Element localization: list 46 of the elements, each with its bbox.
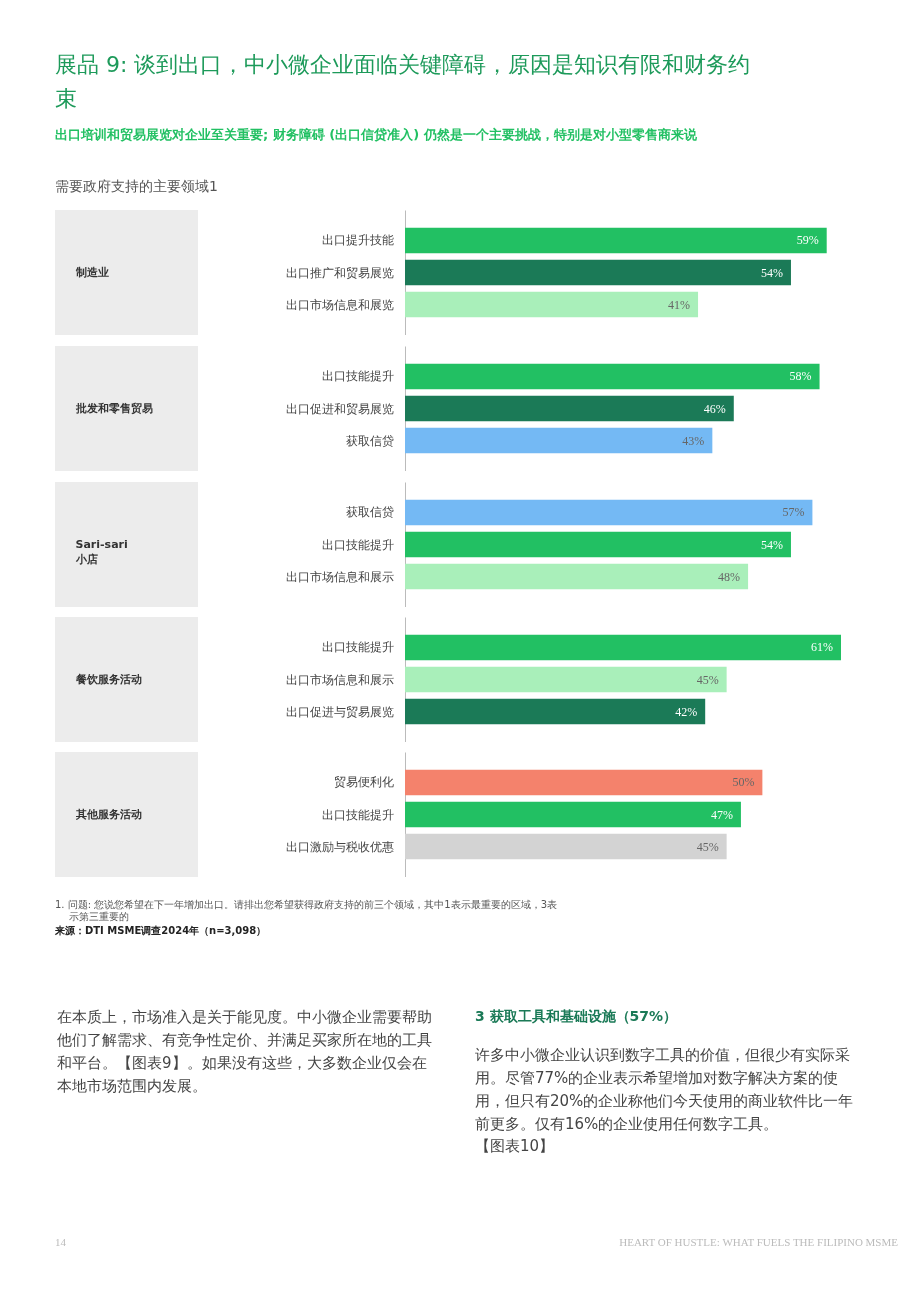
data-label: 54% — [760, 537, 783, 552]
y-tick-label: 出口技能提升 — [321, 640, 394, 655]
y-tick-label: 出口技能提升 — [321, 537, 394, 552]
y-tick-label: 出口市场信息和展示 — [285, 672, 394, 687]
y-axis-title: 其他服务活动 — [74, 807, 142, 821]
y-tick-label: 贸易便利化 — [333, 775, 394, 790]
text: 【图表10】 — [475, 1137, 556, 1156]
data-label: 43% — [682, 433, 705, 448]
data-label: 54% — [760, 265, 783, 280]
data-label: 48% — [718, 569, 741, 584]
text: 14 — [55, 1236, 67, 1248]
data-label: 41% — [668, 297, 691, 312]
text: 1. 问题: 您说您希望在下一年增加出口。请排出您希望获得政府支持的前三个领域，其中1表示最重要的区域，3表示第三重要的 — [55, 899, 558, 923]
text: 展品 9: 谈到出口，中小微企业面临关键障碍，原因是知识有限和财务约束 — [55, 51, 752, 113]
text: HEART OF HUSTLE: WHAT FUELS THE FILIPINO MSME — [618, 1236, 898, 1248]
y-tick-label: 出口推广和贸易展览 — [285, 265, 394, 280]
text: 需要政府支持的主要领域1 — [55, 178, 219, 196]
y-tick-label: 出口促进和贸易展览 — [285, 401, 394, 416]
y-tick-label: 获取信贷 — [345, 505, 394, 520]
y-tick-label: 出口技能提升 — [321, 369, 394, 384]
y-tick-label: 出口激励与税收优惠 — [285, 839, 394, 854]
text: 3 获取工具和基础设施（57%） — [475, 1008, 679, 1026]
data-label: 46% — [703, 401, 726, 416]
y-tick-label: 出口市场信息和展示 — [285, 569, 394, 584]
data-label: 61% — [811, 640, 833, 655]
text: 在本质上，市场准入是关于能见度。中小微企业需要帮助他们了解需求、有竞争性定价、并满足买家所在地的工具和平台。【图表9】。如果没有这些，大多数企业仅会在本地市场范围内发展。 — [57, 1007, 433, 1097]
y-axis-title: 餐饮服务活动 — [74, 672, 142, 686]
text: 出口培训和贸易展览对企业至关重要; 财务障碍 (出口信贷准入) 仍然是一个主要挑战，特别是对小型零售商来说 — [55, 126, 698, 144]
y-tick-label: 出口促进与贸易展览 — [285, 704, 394, 719]
data-label: 57% — [782, 505, 805, 520]
data-label: 45% — [696, 839, 719, 854]
y-axis-title: 制造业 — [74, 265, 109, 279]
y-axis-title: Sari-sari 小店 — [74, 537, 128, 566]
text: 许多中小微企业认识到数字工具的价值，但很少有实际采用。尽管77%的企业表示希望增加对数字解决方案的使用，但只有20%的企业称他们今天使用的商业软件比一年前更多。仅有16%的企业使用任何数字工具。 — [475, 1045, 855, 1135]
y-tick-label: 出口技能提升 — [321, 807, 394, 822]
y-tick-label: 获取信贷 — [345, 433, 394, 448]
source-note: 来源：DTI MSME调查2024年（n=3,098） — [55, 924, 268, 938]
y-tick-label: 出口提升技能 — [321, 233, 394, 248]
data-label: 59% — [796, 233, 819, 248]
data-label: 58% — [789, 369, 812, 384]
y-tick-label: 出口市场信息和展览 — [285, 297, 394, 312]
data-label: 45% — [696, 672, 719, 687]
data-label: 50% — [732, 775, 755, 790]
data-label: 42% — [675, 704, 698, 719]
data-label: 47% — [710, 807, 733, 822]
y-axis-title: 批发和零售贸易 — [74, 401, 153, 415]
